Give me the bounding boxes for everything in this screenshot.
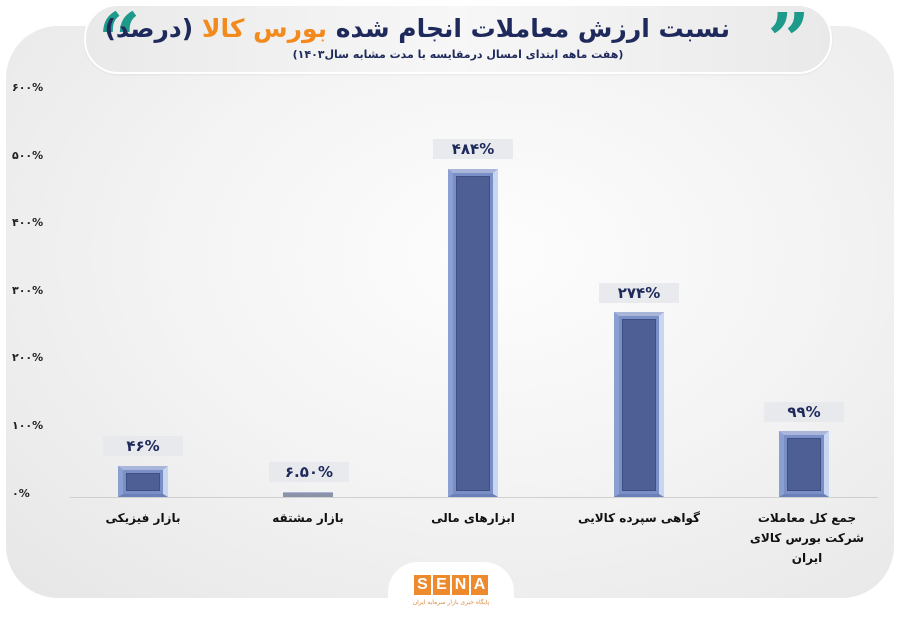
title-banner: “ نسبت ارزش معاملات انجام شده بورس کالا …: [84, 4, 832, 78]
bar-value-label: ۴۶%: [103, 436, 183, 456]
title-part-1: نسبت ارزش معاملات انجام شده: [335, 14, 730, 43]
category-label: گواهی سپرده کالایی: [578, 511, 700, 525]
bar-commodity-certificates: [614, 312, 664, 497]
category-label: بازار فیزیکی: [105, 511, 181, 525]
y-tick-600: ۶۰۰%: [12, 81, 44, 94]
x-axis-line: [70, 497, 878, 498]
y-tick-500: ۵۰۰%: [12, 149, 44, 162]
bar-financial-instruments: [448, 169, 498, 497]
category-label: ابزارهای مالی: [431, 511, 515, 525]
chart-title: نسبت ارزش معاملات انجام شده بورس کالا (د…: [104, 14, 730, 43]
logo-tagline: پایگاه خبری بازار سرمایه ایران: [412, 599, 490, 606]
y-tick-100: ۱۰۰%: [12, 419, 44, 432]
chart-subtitle: (هفت ماهه ابتدای امسال درمقایسه با مدت م…: [292, 48, 624, 61]
title-part-2: (درصد): [104, 14, 194, 43]
bar-value-label: ۶.۵۰%: [269, 462, 349, 482]
logo-letter: N: [452, 575, 469, 595]
logo-letter: A: [471, 575, 488, 595]
category-label: جمع کل معاملات شرکت بورس کالای ایران: [749, 511, 865, 565]
sena-logo: S E N A: [414, 575, 488, 595]
bar-value-label: ۴۸۴%: [433, 139, 513, 159]
y-tick-400: ۴۰۰%: [12, 216, 44, 229]
bar-value-label: ۹۹%: [764, 402, 844, 422]
bar-physical-market: [118, 466, 168, 497]
bar-value-label: ۲۷۴%: [599, 283, 679, 303]
bar-derivatives-market: [283, 492, 333, 497]
close-quote-icon: ”: [767, 0, 809, 84]
y-tick-0: ۰%: [12, 487, 30, 500]
logo-letter: S: [414, 575, 431, 595]
y-tick-200: ۲۰۰%: [12, 351, 44, 364]
title-highlight: بورس کالا: [201, 14, 328, 43]
logo-tab: [388, 562, 514, 623]
y-tick-300: ۳۰۰%: [12, 284, 44, 297]
category-label: بازار مشتقه: [272, 511, 344, 525]
logo-letter: E: [433, 575, 450, 595]
bar-total-ime: [779, 431, 829, 497]
